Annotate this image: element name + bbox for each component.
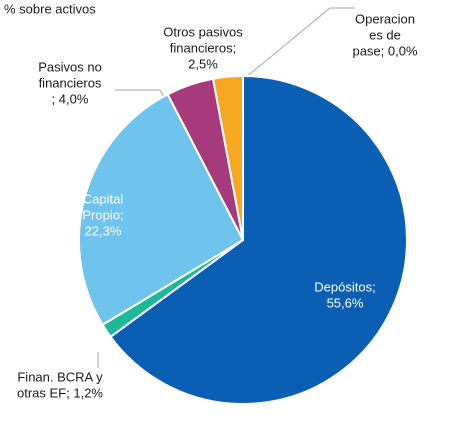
data-label: 55,6% (327, 295, 364, 310)
leader-line (115, 89, 166, 101)
data-label: Pasivos no (38, 59, 102, 74)
pie-slice (78, 92, 245, 327)
data-label: pase; 0,0% (352, 43, 417, 58)
data-label: Operacion (355, 11, 415, 26)
data-label: Finan. BCRA y (17, 369, 103, 384)
data-label: financieros (39, 75, 102, 90)
data-label: ; 4,0% (52, 91, 89, 106)
data-label: Depósitos; (314, 279, 375, 294)
data-label: Otros pasivos (163, 24, 243, 39)
data-label: financieros; (170, 40, 236, 55)
data-label: es de (369, 27, 401, 42)
data-label: Propio; (82, 207, 123, 222)
data-label: 22,3% (85, 223, 122, 238)
data-label: Capital (83, 191, 124, 206)
leader-line (244, 7, 355, 79)
data-label: otras EF; 1,2% (17, 385, 103, 400)
pie-slice (109, 74, 408, 405)
chart-title: % sobre activos (4, 1, 96, 16)
data-label: 2,5% (188, 56, 218, 71)
